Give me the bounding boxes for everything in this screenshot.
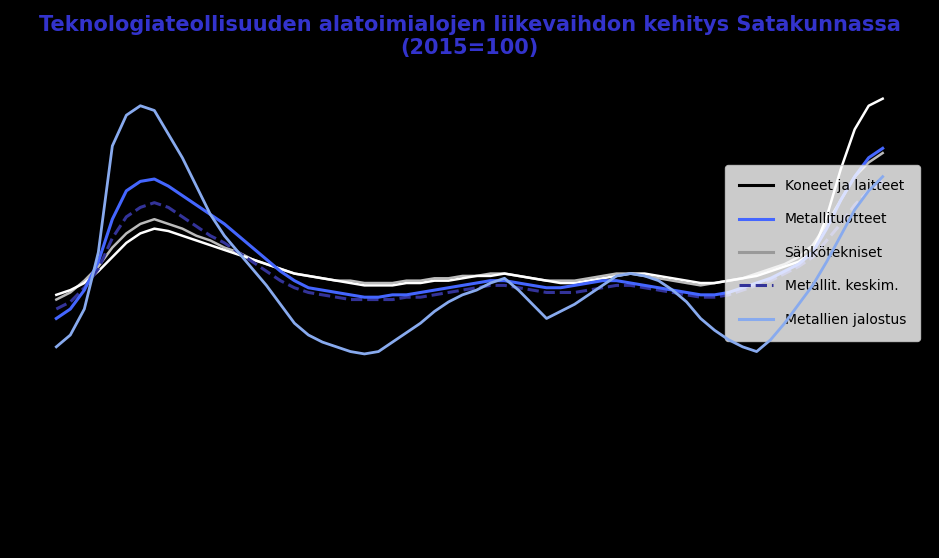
Legend: Koneet ja laitteet, Metallituotteet, Sähkötekniset, Metallit. keskim., Metallien: Koneet ja laitteet, Metallituotteet, Säh… xyxy=(725,165,920,340)
Title: Teknologiateollisuuden alatoimialojen liikevaihdon kehitys Satakunnassa
(2015=10: Teknologiateollisuuden alatoimialojen li… xyxy=(38,15,901,58)
